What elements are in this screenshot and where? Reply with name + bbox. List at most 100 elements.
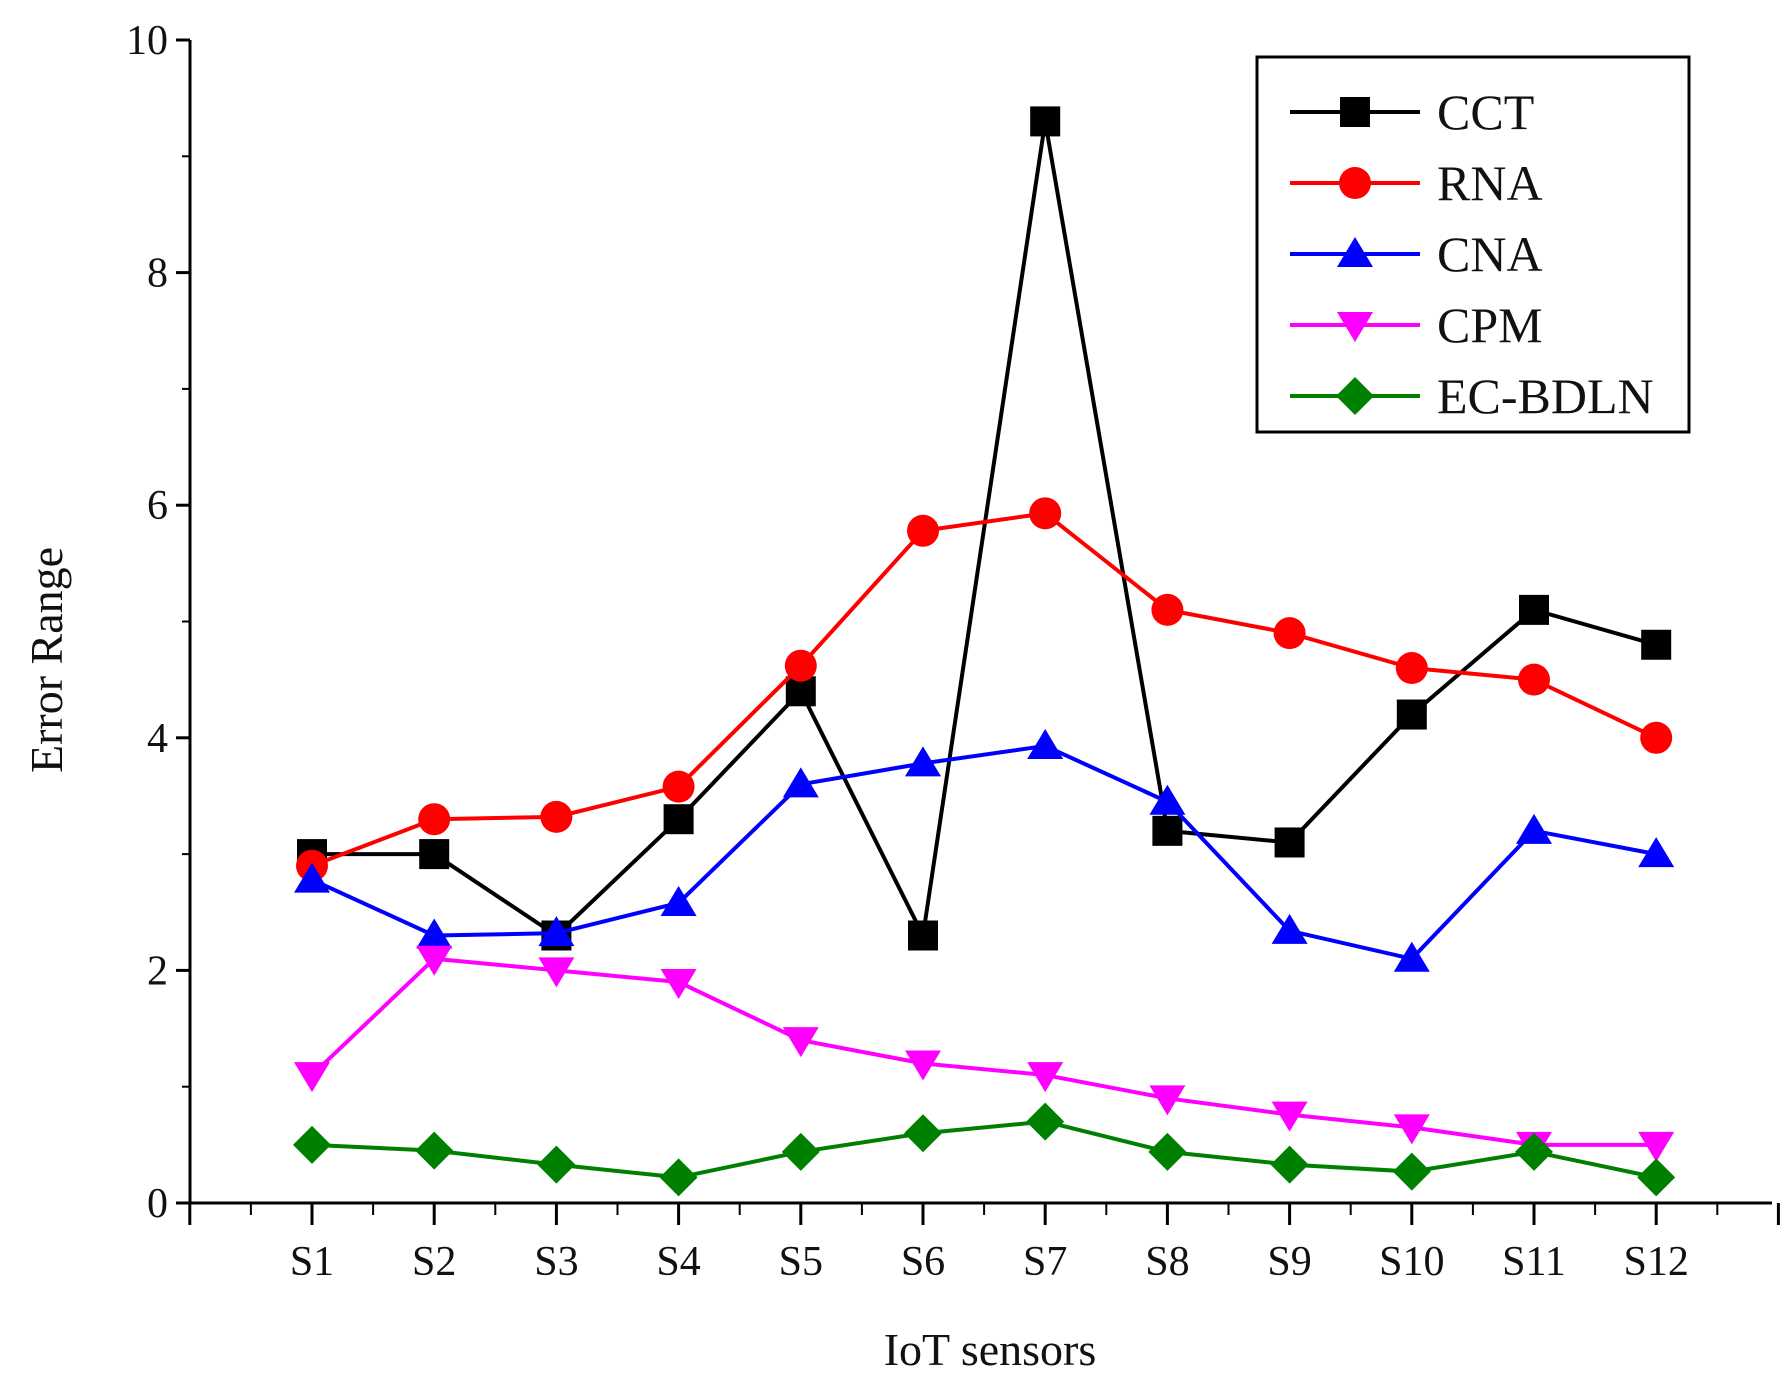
- legend-marker-cpm: [1337, 312, 1373, 342]
- x-tick-label: S10: [1379, 1239, 1444, 1285]
- data-point-rna: [1640, 721, 1673, 754]
- x-tick-label: S5: [779, 1239, 823, 1285]
- legend-label-cpm: CPM: [1437, 297, 1543, 353]
- x-tick-label: S11: [1502, 1239, 1566, 1285]
- data-point-cpm: [1149, 1085, 1186, 1116]
- data-point-cct: [1274, 827, 1305, 858]
- data-point-cna: [416, 918, 453, 949]
- data-point-ec-bdln: [293, 1125, 331, 1164]
- series-line-cpm: [310, 956, 1657, 1147]
- data-point-rna: [1395, 652, 1428, 685]
- data-point-rna: [662, 770, 695, 803]
- legend-marker-rna: [1339, 167, 1371, 199]
- data-point-cna: [1393, 941, 1430, 972]
- data-point-ec-bdln: [1270, 1145, 1309, 1184]
- x-tick-label: S12: [1624, 1239, 1689, 1285]
- series-ec-bdln: [293, 1102, 1676, 1197]
- data-point-cct: [1152, 815, 1183, 846]
- x-tick-label: S9: [1267, 1239, 1311, 1285]
- y-tick-label: 8: [147, 251, 168, 297]
- data-point-cna: [1271, 913, 1308, 944]
- x-tick-label: S4: [656, 1239, 700, 1285]
- legend-label-rna: RNA: [1437, 155, 1543, 211]
- data-point-cpm: [294, 1062, 330, 1093]
- data-point-ec-bdln: [1148, 1132, 1187, 1171]
- data-point-cna: [782, 767, 819, 798]
- series-layer: [293, 106, 1676, 1197]
- data-point-cpm: [1027, 1062, 1064, 1093]
- data-point-ec-bdln: [1026, 1102, 1065, 1141]
- data-point-rna: [418, 803, 451, 836]
- series-line-ec-bdln: [311, 1119, 1657, 1180]
- data-point-cna: [1638, 837, 1675, 868]
- y-tick-label: 10: [126, 18, 168, 64]
- series-cpm: [294, 945, 1675, 1162]
- data-point-rna: [1151, 593, 1184, 626]
- data-point-rna: [784, 649, 817, 682]
- legend-box: [1255, 55, 1691, 434]
- x-tick-label: S7: [1023, 1239, 1067, 1285]
- data-point-cpm: [1393, 1114, 1430, 1145]
- data-point-cna: [538, 916, 575, 947]
- series-line-cna: [311, 743, 1657, 961]
- data-point-ec-bdln: [781, 1132, 820, 1171]
- data-point-cna: [660, 885, 697, 916]
- data-point-cpm: [905, 1050, 941, 1081]
- data-point-rna: [1273, 617, 1306, 650]
- data-point-ec-bdln: [1515, 1132, 1553, 1171]
- y-axis-ticks: 0 2 4 6 8 10: [126, 18, 190, 1227]
- x-tick-label: S8: [1145, 1239, 1189, 1285]
- x-tick-label: S3: [534, 1239, 578, 1285]
- legend-label-cna: CNA: [1437, 226, 1543, 282]
- x-tick-label: S6: [901, 1239, 945, 1285]
- data-point-ec-bdln: [537, 1145, 576, 1184]
- data-point-cpm: [660, 969, 697, 1000]
- data-point-cna: [1149, 784, 1186, 815]
- x-tick-label: S2: [412, 1239, 456, 1285]
- data-point-cct: [1396, 699, 1427, 730]
- legend-label-cct: CCT: [1437, 84, 1534, 140]
- data-point-cct: [663, 804, 694, 835]
- data-point-cpm: [416, 945, 453, 976]
- data-point-ec-bdln: [415, 1131, 454, 1170]
- y-tick-label: 6: [147, 483, 168, 529]
- x-axis-label: IoT sensors: [884, 1324, 1097, 1375]
- data-point-cct: [1519, 594, 1549, 625]
- data-point-cna: [294, 862, 330, 893]
- data-point-cpm: [1271, 1101, 1308, 1132]
- series-cct: [297, 106, 1672, 951]
- x-tick-label: S1: [290, 1239, 334, 1285]
- data-point-cpm: [1638, 1131, 1675, 1162]
- data-point-ec-bdln: [659, 1158, 698, 1197]
- data-point-cna: [1516, 813, 1552, 844]
- data-point-rna: [907, 514, 939, 547]
- data-point-cct: [419, 839, 450, 870]
- data-point-rna: [1029, 497, 1062, 530]
- legend-marker-cct: [1340, 97, 1370, 127]
- y-axis-label: Error Range: [21, 547, 72, 773]
- legend-label-ec-bdln: EC-BDLN: [1437, 368, 1654, 424]
- series-rna: [296, 497, 1673, 882]
- data-point-rna: [1518, 663, 1550, 696]
- data-point-ec-bdln: [904, 1114, 942, 1153]
- legend-marker-ec-bdln: [1336, 377, 1374, 415]
- x-axis-ticks: S1 S2 S3 S4 S5 S6 S7 S8 S9 S10 S11 S12: [188, 1203, 1780, 1285]
- data-point-rna: [540, 800, 573, 833]
- data-point-ec-bdln: [1637, 1158, 1676, 1197]
- legend: CCT RNA CNA CPM EC-BDLN: [1255, 55, 1691, 434]
- data-point-cna: [905, 746, 941, 777]
- legend-marker-cna: [1337, 237, 1373, 267]
- data-point-cct: [1030, 106, 1061, 137]
- series-line-rna: [311, 511, 1658, 868]
- y-tick-label: 2: [147, 948, 168, 994]
- data-point-cct: [1641, 629, 1672, 660]
- series-line-cct: [312, 119, 1657, 938]
- y-tick-label: 4: [147, 716, 168, 762]
- data-point-ec-bdln: [1392, 1152, 1431, 1191]
- y-tick-label: 0: [147, 1181, 168, 1227]
- data-point-cct: [908, 920, 938, 951]
- data-point-cpm: [538, 957, 575, 988]
- series-cna: [294, 728, 1675, 972]
- data-point-cna: [1027, 728, 1064, 759]
